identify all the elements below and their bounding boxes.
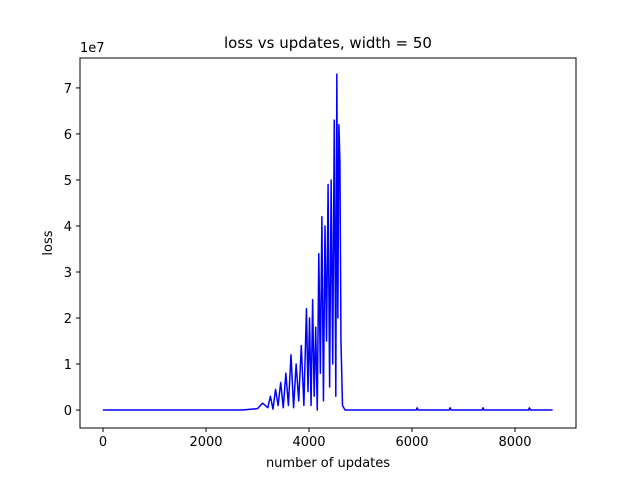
y-tick-label: 4 [64,220,72,235]
y-tick-label: 7 [64,82,72,97]
axes-frame [79,57,577,429]
x-tick-label: 2000 [189,435,222,450]
y-axis-label: loss [41,230,56,255]
y-tick-label: 1 [64,358,72,373]
y-tick-label: 3 [64,266,72,281]
y-tick-label: 2 [64,312,72,327]
x-axis-label: number of updates [266,456,390,471]
x-tick-label: 0 [99,435,107,450]
x-tick-label: 8000 [498,435,531,450]
chart-title: loss vs updates, width = 50 [224,34,432,52]
y-offset-label: 1e7 [80,41,105,56]
y-tick-label: 5 [64,174,72,189]
y-tick-label: 6 [64,128,72,143]
y-tick-label: 0 [64,404,72,419]
x-tick-label: 4000 [292,435,325,450]
line-series [103,73,553,411]
x-tick-label: 6000 [395,435,428,450]
